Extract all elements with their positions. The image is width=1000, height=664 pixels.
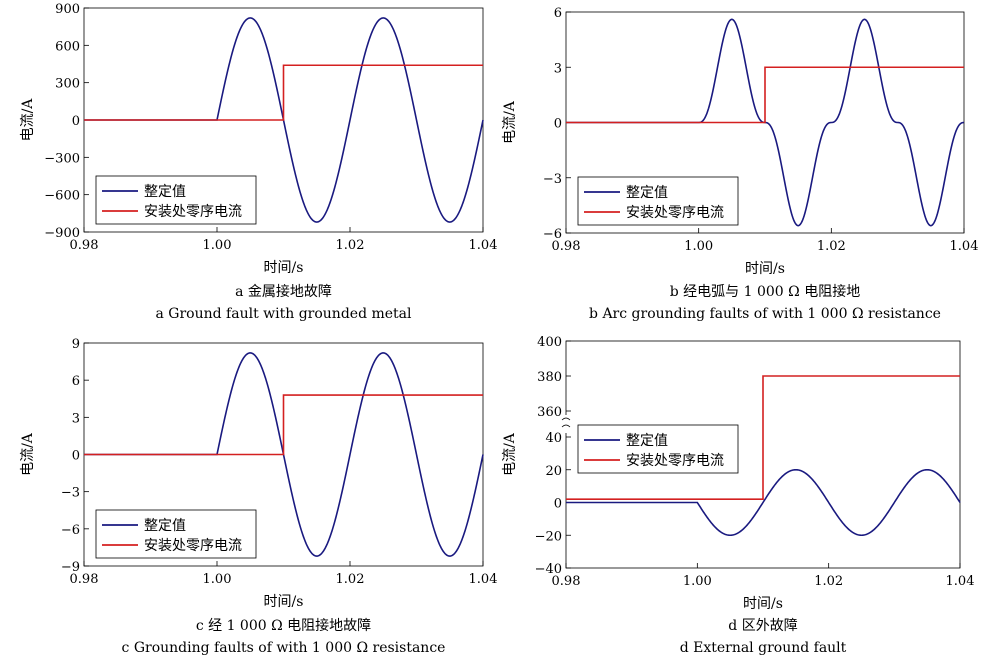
- x-tick-label: 1.04: [946, 574, 975, 589]
- y-tick-label: 0: [72, 449, 80, 464]
- legend-label: 安装处零序电流: [626, 205, 724, 221]
- y-tick-label: −20: [535, 529, 562, 544]
- y-tick-label: 20: [545, 464, 562, 479]
- axis-break-mark: [561, 424, 571, 428]
- chart-panel-c: 0.98 1.00 1.02 1.04 9 6 3 0 −3 −6 −9 时间/s 电流/A 整定值安装处…: [20, 337, 497, 656]
- y-axis-label: 电流/A: [20, 432, 36, 476]
- y-tick-label: −3: [61, 486, 80, 501]
- axis-break-gap: [563, 415, 571, 433]
- y-tick-label: 6: [72, 374, 80, 389]
- y-tick-label: −40: [535, 562, 562, 577]
- caption-cn: d 区外故障: [728, 618, 797, 634]
- y-tick-label: 900: [55, 2, 80, 17]
- y-tick-label: −6: [61, 523, 80, 538]
- x-axis-label: 时间/s: [264, 594, 304, 610]
- legend-label: 安装处零序电流: [144, 204, 242, 220]
- legend-label: 整定值: [626, 185, 668, 201]
- plot-frame: [565, 340, 961, 569]
- caption-en: b Arc grounding faults of with 1 000 Ω r…: [589, 306, 941, 322]
- caption-en: d External ground fault: [680, 640, 847, 656]
- caption-en: a Ground fault with grounded metal: [156, 306, 413, 322]
- x-tick-label: 1.00: [683, 574, 712, 589]
- chart-panel-d: 0.98 1.00 1.02 1.04 400 380 360 40 20 0 −20 −40 时间/s…: [502, 335, 974, 656]
- y-tick-label: 9: [72, 337, 80, 352]
- y-axis-label: 电流/A: [502, 432, 518, 476]
- x-tick-label: 1.02: [817, 239, 846, 254]
- legend-box: [577, 176, 739, 226]
- y-tick-label: 40: [545, 431, 562, 446]
- y-tick-label: 600: [55, 39, 80, 54]
- legend-label: 整定值: [144, 184, 186, 200]
- y-tick-label: 3: [72, 411, 80, 426]
- caption-cn: c 经 1 000 Ω 电阻接地故障: [196, 617, 371, 634]
- x-tick-label: 1.00: [684, 239, 713, 254]
- legend-label: 安装处零序电流: [626, 453, 724, 469]
- chart-panel-b: 0.98 1.00 1.02 1.04 6 3 0 −3 −6 时间/s 电流/A 整定值安装处零序电…: [502, 6, 978, 322]
- legend-box: [95, 175, 257, 225]
- y-axis-label: 电流/A: [20, 98, 36, 142]
- y-tick-label: 300: [55, 77, 80, 92]
- chart-panel-a: 0.98 1.00 1.02 1.04 900 600 300 0 −300 −600 −900 时间…: [20, 2, 497, 322]
- legend-label: 整定值: [626, 433, 668, 449]
- y-tick-label: 400: [537, 335, 562, 350]
- x-axis-label: 时间/s: [743, 596, 783, 612]
- y-tick-label: −900: [44, 226, 80, 241]
- y-tick-label: 6: [554, 6, 562, 21]
- x-tick-label: 1.02: [336, 238, 365, 253]
- x-axis-label: 时间/s: [264, 260, 304, 276]
- y-axis-label: 电流/A: [502, 100, 518, 144]
- x-axis-label: 时间/s: [745, 261, 785, 277]
- series-line-zero-seq-current: [566, 66, 964, 124]
- y-tick-label: −6: [543, 227, 562, 242]
- x-tick-label: 0.98: [552, 239, 581, 254]
- caption-en: c Grounding faults of with 1 000 Ω resis…: [122, 640, 446, 656]
- y-tick-label: −9: [61, 560, 80, 575]
- x-tick-label: 0.98: [552, 574, 581, 589]
- series-line-setting: [566, 468, 961, 537]
- x-tick-label: 1.00: [203, 572, 232, 587]
- x-tick-label: 0.98: [70, 238, 99, 253]
- y-tick-label: −300: [44, 151, 80, 166]
- y-tick-label: 360: [537, 405, 562, 420]
- caption-cn: b 经电弧与 1 000 Ω 电阻接地: [670, 283, 860, 300]
- y-tick-label: −3: [543, 172, 562, 187]
- legend-box: [577, 424, 739, 474]
- y-tick-label: −600: [44, 189, 80, 204]
- series-line-zero-seq-current: [566, 375, 960, 501]
- x-tick-label: 1.04: [469, 572, 498, 587]
- legend-label: 安装处零序电流: [144, 538, 242, 554]
- caption-cn: a 金属接地故障: [235, 283, 332, 300]
- x-tick-label: 1.00: [203, 238, 232, 253]
- x-tick-label: 1.04: [469, 238, 498, 253]
- y-tick-label: 380: [537, 370, 562, 385]
- y-tick-label: 3: [554, 61, 562, 76]
- x-tick-label: 1.02: [814, 574, 843, 589]
- y-tick-label: 0: [72, 114, 80, 129]
- series-line-zero-seq-current: [84, 64, 483, 121]
- y-tick-label: 0: [554, 117, 562, 132]
- axis-break-mark: [561, 417, 571, 421]
- x-tick-label: 1.04: [950, 239, 979, 254]
- legend-box: [95, 509, 257, 559]
- x-tick-label: 0.98: [70, 572, 99, 587]
- x-tick-label: 1.02: [336, 572, 365, 587]
- legend-label: 整定值: [144, 518, 186, 534]
- series-line-zero-seq-current: [84, 394, 483, 456]
- y-tick-label: 0: [554, 497, 562, 512]
